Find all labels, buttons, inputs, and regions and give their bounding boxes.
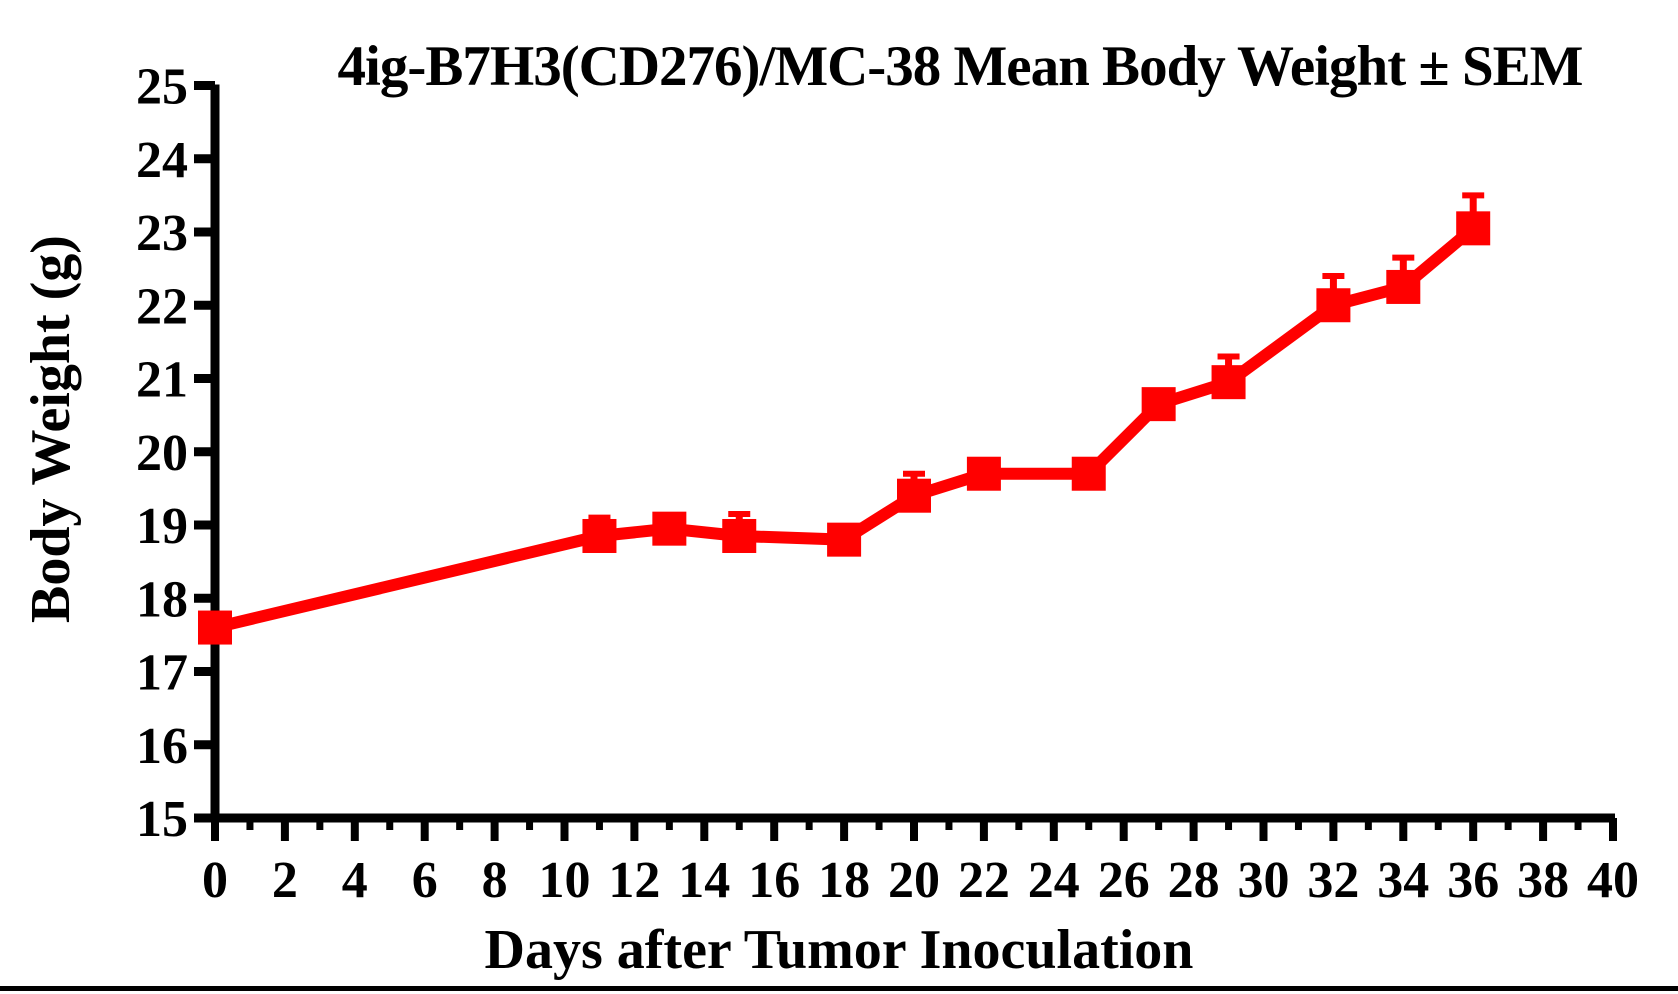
svg-text:28: 28 <box>1168 852 1220 909</box>
svg-text:0: 0 <box>202 852 228 909</box>
data-point-marker <box>966 456 1001 491</box>
data-point-marker <box>1211 365 1246 400</box>
data-point-marker <box>722 518 757 553</box>
svg-text:8: 8 <box>482 852 508 909</box>
data-point-marker <box>1456 211 1491 246</box>
svg-text:26: 26 <box>1098 852 1150 909</box>
svg-text:21: 21 <box>136 352 188 409</box>
svg-text:38: 38 <box>1517 852 1569 909</box>
svg-text:25: 25 <box>136 59 188 116</box>
data-point-marker <box>1071 456 1106 491</box>
svg-text:2: 2 <box>272 852 298 909</box>
svg-text:18: 18 <box>136 571 188 628</box>
svg-text:24: 24 <box>1028 852 1080 909</box>
bottom-divider-bar <box>0 986 1678 991</box>
svg-text:30: 30 <box>1238 852 1290 909</box>
svg-text:4: 4 <box>342 852 368 909</box>
svg-text:16: 16 <box>136 718 188 775</box>
data-point-marker <box>1316 288 1351 323</box>
svg-text:23: 23 <box>136 205 188 262</box>
svg-text:6: 6 <box>412 852 438 909</box>
svg-text:12: 12 <box>608 852 660 909</box>
svg-text:19: 19 <box>136 498 188 555</box>
svg-text:14: 14 <box>678 852 730 909</box>
data-point-marker <box>1141 387 1176 422</box>
svg-text:22: 22 <box>136 278 188 335</box>
svg-text:16: 16 <box>748 852 800 909</box>
svg-text:20: 20 <box>888 852 940 909</box>
chart-title: 4ig-B7H3(CD276)/MC-38 Mean Body Weight ±… <box>337 35 1584 98</box>
data-point-marker <box>198 610 232 645</box>
data-point-marker <box>652 511 687 546</box>
svg-text:24: 24 <box>136 132 188 189</box>
data-point-marker <box>897 478 931 513</box>
svg-text:15: 15 <box>136 791 188 848</box>
svg-text:22: 22 <box>958 852 1010 909</box>
svg-text:18: 18 <box>818 852 870 909</box>
data-point-marker <box>1386 269 1421 304</box>
svg-text:34: 34 <box>1377 852 1429 909</box>
svg-text:36: 36 <box>1447 852 1499 909</box>
data-point-marker <box>582 518 617 553</box>
data-point-marker <box>827 522 862 557</box>
svg-text:17: 17 <box>136 645 188 702</box>
svg-text:32: 32 <box>1307 852 1359 909</box>
svg-text:40: 40 <box>1587 852 1639 909</box>
svg-text:10: 10 <box>539 852 591 909</box>
x-axis-title: Days after Tumor Inoculation <box>484 919 1194 981</box>
svg-text:20: 20 <box>136 425 188 482</box>
